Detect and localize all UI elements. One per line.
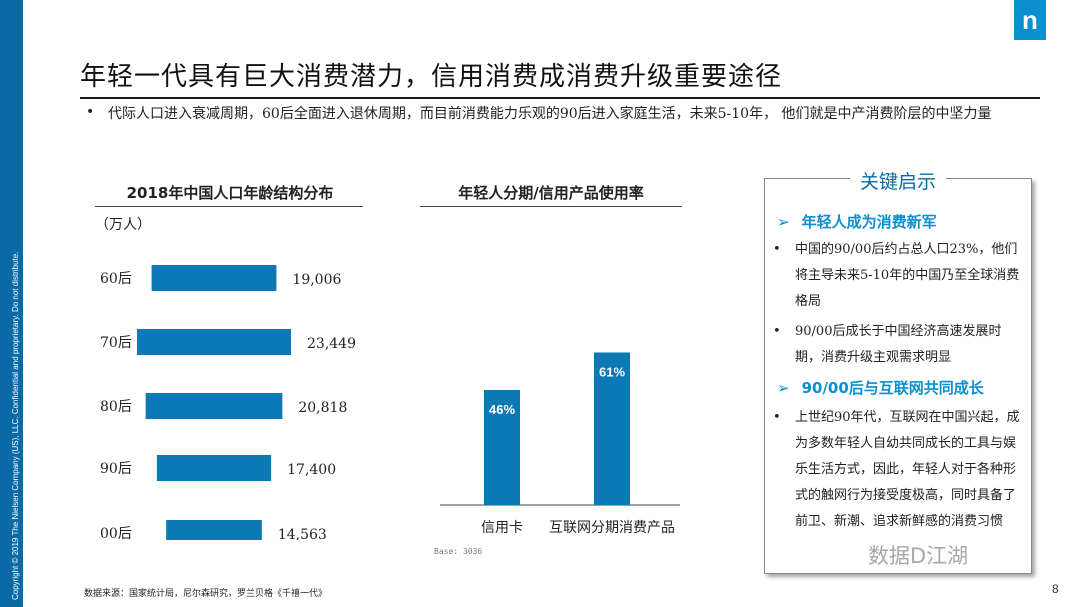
page-number: 8: [1052, 582, 1059, 596]
category-label: 00后: [100, 526, 132, 540]
arrow-right-icon: ➢: [777, 379, 790, 397]
value-label: 23,449: [307, 336, 356, 352]
insight-heading-1: ➢ 年轻人成为消费新军: [777, 213, 937, 231]
brand-sidebar: Copyright © 2019 The Nielsen Company (US…: [0, 0, 23, 607]
watermark: 数据D江湖: [868, 544, 969, 568]
population-bar: [145, 393, 283, 419]
value-label: 20,818: [298, 400, 347, 416]
insights-title: 关键启示: [765, 167, 1031, 194]
insight-item: • 上世纪90年代，互联网在中国兴起，成为多数年轻人自幼共同成长的工具与娱乐生活…: [773, 405, 1027, 535]
usage-bar: [594, 352, 630, 505]
population-chart-title-underline: [95, 206, 363, 207]
nielsen-logo: n: [1014, 0, 1046, 40]
page-title: 年轻一代具有巨大消费潜力，信用消费成消费升级重要途径: [80, 62, 783, 92]
category-label: 60后: [100, 271, 132, 287]
value-label: 14,563: [278, 527, 327, 540]
bullet-icon: •: [773, 242, 781, 257]
bullet-icon: •: [773, 324, 781, 339]
category-label: 90后: [100, 461, 132, 477]
value-label: 61%: [599, 365, 625, 380]
insight-heading-2: ➢ 90/00后与互联网共同成长: [777, 379, 984, 397]
value-label: 46%: [489, 402, 515, 417]
bullet-icon: •: [773, 410, 781, 425]
value-label: 19,006: [292, 272, 341, 288]
title-divider: [80, 97, 1040, 99]
key-insights-panel: 关键启示 ➢ 年轻人成为消费新军 • 中国的90/00后约占总人口23%，他们将主…: [764, 171, 1032, 574]
insight-item: • 90/00后成长于中国经济高速发展时期，消费升级主观需求明显: [773, 319, 1027, 371]
population-bar: [137, 329, 291, 355]
population-bar: [151, 265, 277, 291]
population-chart-title: 2018年中国人口年龄结构分布: [126, 184, 334, 202]
insight-item: • 中国的90/00后约占总人口23%，他们将主导未来5-10年的中国乃至全球消…: [773, 237, 1027, 315]
usage-chart-title: 年轻人分期/信用产品使用率: [458, 184, 644, 202]
population-unit-label: （万人）: [95, 217, 151, 233]
population-bar: [166, 520, 262, 540]
category-label: 互联网分期消费产品: [549, 520, 675, 536]
population-bar-chart: 60后 19,006 70后 23,449 80后 20,818 90后 17,400 00后 1…: [100, 265, 356, 540]
base-note: Base: 3036: [434, 547, 482, 556]
arrow-right-icon: ➢: [777, 213, 790, 231]
category-label: 80后: [100, 399, 132, 415]
category-label: 信用卡: [481, 520, 523, 536]
data-source-note: 数据来源：国家统计局，尼尔森研究，罗兰贝格《千禧一代》: [84, 589, 328, 599]
usage-chart-title-underline: [420, 206, 682, 207]
usage-bar-chart: 46% 信用卡 61% 互联网分期消费产品 Base: 3036: [434, 352, 680, 556]
usage-bar: [484, 390, 520, 505]
intro-bullet: 代际人口进入衰减周期，60后全面进入退休周期，而目前消费能力乐观的90后进入家庭…: [108, 106, 992, 122]
bullet-icon: •: [86, 104, 95, 120]
value-label: 17,400: [287, 462, 336, 478]
copyright-text: Copyright © 2019 The Nielsen Company (US…: [11, 251, 20, 600]
population-bar: [156, 455, 272, 481]
category-label: 70后: [100, 335, 132, 351]
